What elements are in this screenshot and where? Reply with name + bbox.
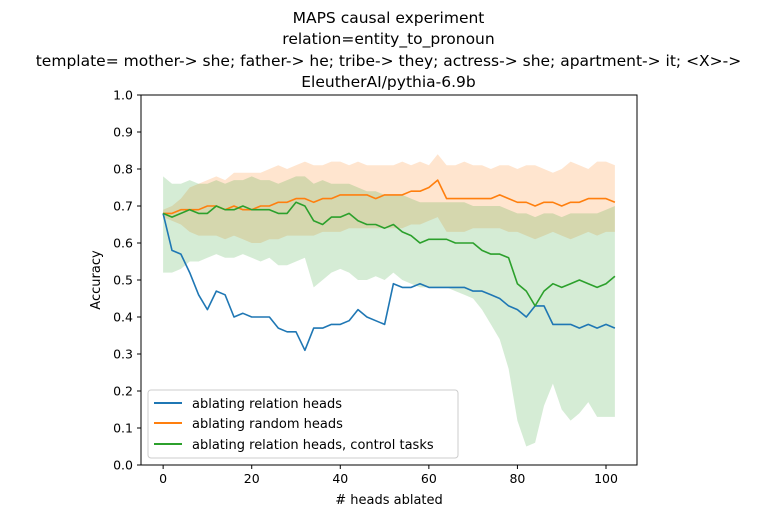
legend-label-relation-heads: ablating relation heads: [192, 397, 342, 412]
y-axis-label: Accuracy: [89, 250, 104, 310]
line-ablating-relation-heads-control-tasks: [162, 201, 616, 307]
title-line-4: EleutherAI/pythia-6.9b: [301, 73, 475, 91]
legend-label-random-heads: ablating random heads: [192, 417, 343, 432]
legend: ablating relation heads ablating random …: [147, 389, 459, 459]
series-lines: [162, 179, 616, 352]
y-tick-label: 0.6: [113, 236, 133, 251]
y-tick-label: 0.5: [113, 273, 133, 288]
band-ablating-random-heads: [163, 154, 615, 243]
y-tick-label: 0.0: [113, 458, 133, 473]
legend-label-control-tasks: ablating relation heads, control tasks: [192, 438, 434, 453]
title-line-1: MAPS causal experiment: [293, 9, 485, 27]
x-tick-label: 40: [332, 471, 348, 486]
x-tick-label: 100: [594, 471, 618, 486]
y-tick-label: 0.9: [113, 125, 133, 140]
y-tick-label: 0.2: [113, 384, 133, 399]
confidence-bands: [163, 154, 615, 447]
y-axis-ticks: 0.0 0.1 0.2 0.3 0.4 0.5 0.6 0.7 0.8 0.9 1.0: [113, 88, 141, 473]
x-tick-label: 20: [244, 471, 260, 486]
chart-title: MAPS causal experiment relation=entity_t…: [36, 9, 742, 91]
x-axis-label: # heads ablated: [335, 493, 443, 508]
title-line-3: template= mother-> she; father-> he; tri…: [36, 52, 742, 70]
y-tick-label: 0.7: [113, 199, 133, 214]
x-tick-label: 80: [509, 471, 525, 486]
band-ablating-relation-heads-control-tasks: [163, 176, 615, 447]
line-ablating-relation-heads: [162, 213, 616, 352]
x-tick-label: 0: [159, 471, 167, 486]
title-line-2: relation=entity_to_pronoun: [282, 30, 494, 49]
x-tick-label: 60: [421, 471, 437, 486]
y-tick-label: 0.3: [113, 347, 133, 362]
y-tick-label: 1.0: [113, 88, 133, 103]
x-axis-ticks: 0 20 40 60 80 100: [159, 465, 618, 486]
y-tick-label: 0.8: [113, 162, 133, 177]
y-tick-label: 0.1: [113, 421, 133, 436]
y-tick-label: 0.4: [113, 310, 133, 325]
legend-box: [147, 389, 459, 459]
